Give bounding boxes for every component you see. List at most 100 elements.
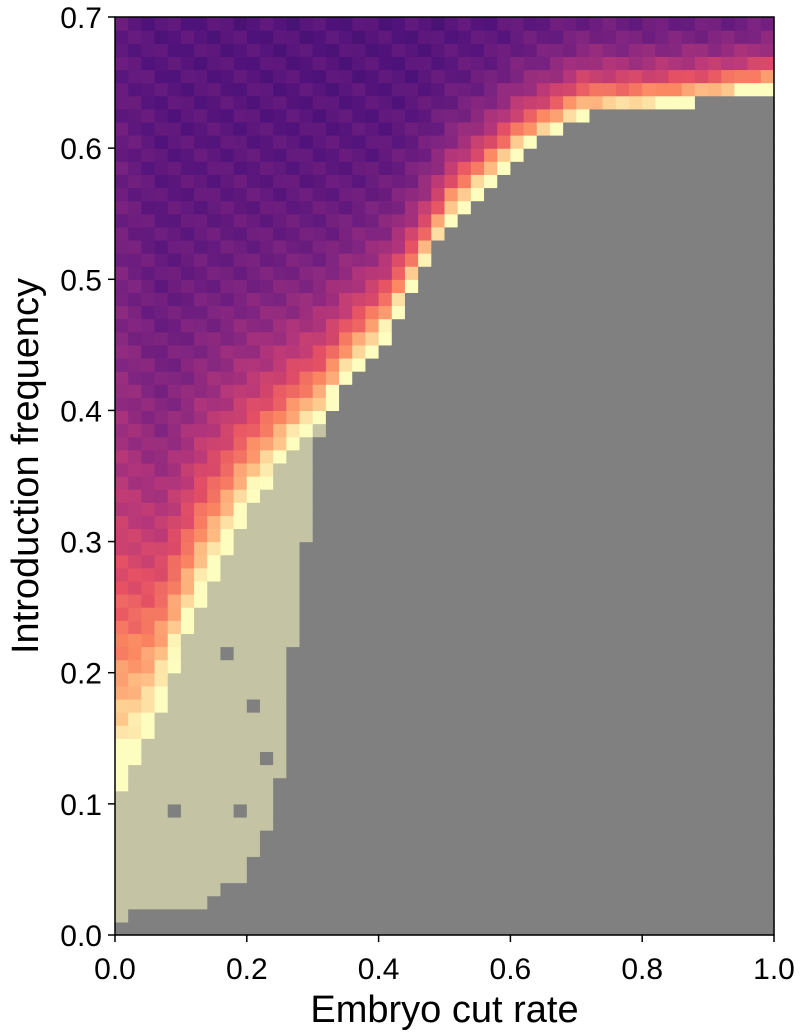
heatmap-cell bbox=[391, 830, 406, 844]
heatmap-cell bbox=[536, 751, 551, 766]
heatmap-cell bbox=[365, 489, 380, 503]
heatmap-cell bbox=[615, 253, 630, 267]
heatmap-cell bbox=[273, 436, 287, 451]
heatmap-cell bbox=[576, 502, 591, 516]
heatmap-cell bbox=[339, 449, 353, 464]
heatmap-cell bbox=[167, 371, 182, 385]
heatmap-cell bbox=[167, 331, 182, 346]
heatmap-cell bbox=[154, 580, 169, 595]
heatmap-cell bbox=[576, 30, 591, 44]
heatmap-cell bbox=[259, 803, 274, 818]
heatmap-cell bbox=[404, 174, 419, 189]
heatmap-cell bbox=[497, 528, 511, 543]
heatmap-cell bbox=[510, 108, 525, 123]
heatmap-cell bbox=[747, 895, 762, 910]
heatmap-cell bbox=[549, 712, 564, 726]
heatmap-cell bbox=[154, 253, 169, 267]
heatmap-cell bbox=[655, 803, 670, 818]
heatmap-cell bbox=[549, 502, 564, 516]
heatmap-cell bbox=[747, 502, 762, 516]
heatmap-cell bbox=[642, 620, 656, 634]
heatmap-cell bbox=[352, 908, 367, 923]
heatmap-cell bbox=[510, 908, 525, 923]
heatmap-cell bbox=[497, 738, 511, 752]
heatmap-cell bbox=[167, 751, 182, 766]
heatmap-cell bbox=[352, 672, 367, 687]
heatmap-cell bbox=[141, 344, 156, 359]
heatmap-cell bbox=[115, 738, 129, 752]
heatmap-cell bbox=[549, 489, 564, 503]
heatmap-cell bbox=[589, 279, 604, 293]
heatmap-cell bbox=[154, 69, 169, 84]
heatmap-cell bbox=[444, 554, 459, 569]
heatmap-cell bbox=[615, 620, 630, 634]
heatmap-cell bbox=[760, 82, 775, 97]
heatmap-cell bbox=[141, 239, 156, 254]
heatmap-cell bbox=[154, 869, 169, 884]
heatmap-cell bbox=[325, 541, 340, 556]
heatmap-cell bbox=[708, 357, 722, 372]
heatmap-cell bbox=[642, 148, 656, 162]
heatmap-cell bbox=[484, 843, 498, 857]
heatmap-cell bbox=[549, 882, 564, 897]
heatmap-cell bbox=[470, 476, 485, 490]
heatmap-cell bbox=[141, 200, 156, 215]
heatmap-cell bbox=[655, 69, 670, 84]
heatmap-cell bbox=[510, 423, 525, 438]
heatmap-cell bbox=[378, 659, 393, 674]
heatmap-cell bbox=[629, 646, 643, 661]
heatmap-cell bbox=[721, 95, 736, 110]
heatmap-cell bbox=[312, 777, 327, 792]
heatmap-cell bbox=[536, 423, 551, 438]
heatmap-cell bbox=[642, 371, 656, 385]
heatmap-cell bbox=[404, 17, 419, 31]
heatmap-cell bbox=[418, 751, 432, 766]
heatmap-cell bbox=[154, 698, 169, 713]
heatmap-cell bbox=[194, 567, 208, 582]
heatmap-cell bbox=[418, 108, 432, 123]
heatmap-cell bbox=[194, 528, 208, 543]
heatmap-cell bbox=[220, 633, 235, 648]
heatmap-cell bbox=[154, 266, 169, 280]
heatmap-cell bbox=[325, 502, 340, 516]
heatmap-cell bbox=[418, 436, 432, 451]
heatmap-cell bbox=[352, 43, 367, 57]
heatmap-cell bbox=[668, 69, 683, 84]
heatmap-cell bbox=[484, 318, 498, 333]
heatmap-cell bbox=[536, 594, 551, 608]
heatmap-cell bbox=[602, 69, 617, 84]
heatmap-cell bbox=[668, 239, 683, 254]
heatmap-cell bbox=[128, 685, 142, 700]
heatmap-cell bbox=[523, 95, 538, 110]
heatmap-cell bbox=[523, 712, 538, 726]
heatmap-cell bbox=[259, 489, 274, 503]
heatmap-cell bbox=[602, 725, 617, 739]
heatmap-cell bbox=[629, 816, 643, 831]
heatmap-cell bbox=[233, 895, 248, 910]
heatmap-cell bbox=[246, 554, 261, 569]
heatmap-cell bbox=[246, 646, 261, 661]
heatmap-cell bbox=[497, 200, 511, 215]
heatmap-cell bbox=[115, 830, 129, 844]
heatmap-cell bbox=[444, 843, 459, 857]
heatmap-cell bbox=[259, 82, 274, 97]
heatmap-cell bbox=[339, 213, 353, 228]
heatmap-cell bbox=[602, 305, 617, 320]
heatmap-cell bbox=[431, 357, 446, 372]
heatmap-cell bbox=[734, 633, 749, 648]
heatmap-cell bbox=[760, 305, 775, 320]
heatmap-cell bbox=[694, 226, 709, 241]
heatmap-cell bbox=[431, 213, 446, 228]
heatmap-cell bbox=[352, 554, 367, 569]
heatmap-cell bbox=[589, 200, 604, 215]
heatmap-cell bbox=[576, 148, 591, 162]
heatmap-cell bbox=[563, 764, 577, 779]
heatmap-cell bbox=[128, 659, 142, 674]
heatmap-cell bbox=[589, 410, 604, 425]
heatmap-cell bbox=[220, 869, 235, 884]
heatmap-cell bbox=[470, 108, 485, 123]
y-tick-label: 0.5 bbox=[60, 264, 102, 297]
heatmap-cell bbox=[273, 816, 287, 831]
heatmap-cell bbox=[589, 751, 604, 766]
heatmap-cell bbox=[457, 738, 472, 752]
